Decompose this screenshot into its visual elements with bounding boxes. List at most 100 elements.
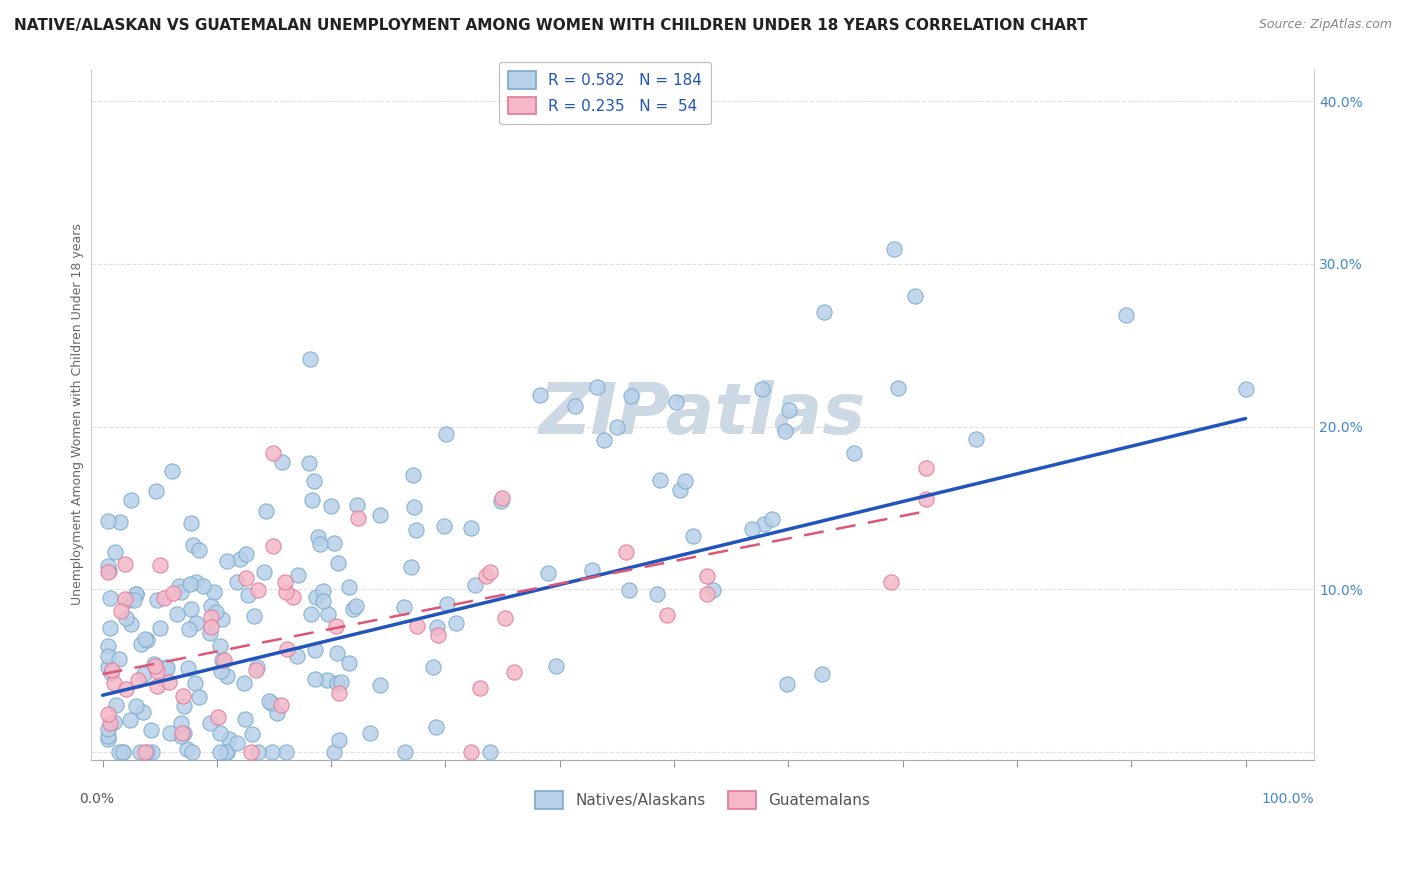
Point: [202, 585, 225, 599]
Point: [330, 675, 353, 690]
Point: [761, 511, 783, 525]
Point: [141, 745, 163, 759]
Point: [162, 464, 184, 478]
Point: [239, 745, 262, 759]
Point: [337, 657, 360, 671]
Point: [283, 591, 305, 605]
Point: [914, 491, 936, 506]
Point: [246, 659, 269, 673]
Legend: Natives/Alaskans, Guatemalans: Natives/Alaskans, Guatemalans: [529, 785, 876, 815]
Point: [276, 642, 298, 657]
Point: [399, 559, 422, 574]
Point: [211, 612, 233, 626]
Point: [287, 568, 309, 582]
Point: [188, 543, 211, 558]
Point: [97, 732, 120, 747]
Point: [778, 403, 800, 417]
Point: [132, 667, 155, 681]
Point: [346, 511, 368, 525]
Point: [170, 725, 193, 739]
Point: [136, 632, 159, 647]
Point: [606, 419, 628, 434]
Point: [619, 582, 641, 597]
Point: [285, 648, 308, 663]
Point: [235, 547, 257, 561]
Point: [494, 611, 516, 625]
Point: [1115, 308, 1137, 322]
Point: [200, 715, 222, 730]
Point: [212, 652, 235, 666]
Point: [326, 676, 349, 690]
Point: [184, 574, 207, 589]
Point: [180, 745, 202, 759]
Point: [323, 745, 346, 759]
Point: [262, 539, 284, 553]
Point: [298, 456, 321, 470]
Point: [752, 517, 775, 532]
Point: [141, 723, 163, 738]
Point: [773, 424, 796, 438]
Point: [100, 666, 122, 681]
Point: [614, 544, 637, 558]
Point: [425, 721, 447, 735]
Point: [97, 565, 120, 579]
Point: [696, 587, 718, 601]
Point: [581, 563, 603, 577]
Point: [110, 604, 132, 618]
Point: [149, 621, 172, 635]
Point: [326, 646, 349, 660]
Point: [246, 745, 269, 759]
Point: [211, 653, 233, 667]
Point: [233, 676, 256, 690]
Point: [298, 352, 321, 367]
Point: [173, 726, 195, 740]
Point: [122, 592, 145, 607]
Point: [114, 591, 136, 606]
Point: [128, 745, 150, 759]
Point: [302, 474, 325, 488]
Point: [307, 530, 329, 544]
Point: [394, 745, 416, 759]
Point: [326, 556, 349, 570]
Point: [276, 745, 298, 759]
Text: NATIVE/ALASKAN VS GUATEMALAN UNEMPLOYMENT AMONG WOMEN WITH CHILDREN UNDER 18 YEA: NATIVE/ALASKAN VS GUATEMALAN UNEMPLOYMEN…: [14, 18, 1088, 33]
Point: [184, 676, 207, 690]
Text: Source: ZipAtlas.com: Source: ZipAtlas.com: [1258, 18, 1392, 31]
Point: [243, 609, 266, 624]
Point: [170, 715, 193, 730]
Point: [100, 622, 122, 636]
Point: [668, 483, 690, 497]
Point: [460, 521, 482, 535]
Point: [491, 491, 513, 505]
Point: [475, 569, 498, 583]
Point: [586, 380, 609, 394]
Point: [312, 594, 335, 608]
Point: [359, 725, 381, 739]
Point: [460, 745, 482, 759]
Point: [883, 242, 905, 256]
Point: [97, 514, 120, 528]
Point: [114, 611, 136, 625]
Point: [108, 515, 131, 529]
Point: [145, 483, 167, 498]
Point: [129, 637, 152, 651]
Point: [101, 663, 124, 677]
Point: [108, 745, 131, 759]
Point: [143, 657, 166, 671]
Point: [405, 619, 427, 633]
Point: [98, 565, 121, 579]
Point: [665, 394, 688, 409]
Point: [270, 698, 292, 713]
Point: [145, 593, 167, 607]
Point: [256, 504, 278, 518]
Point: [207, 709, 229, 723]
Point: [233, 712, 256, 726]
Point: [342, 602, 364, 616]
Point: [177, 661, 200, 675]
Point: [215, 745, 238, 759]
Point: [146, 664, 169, 678]
Point: [536, 566, 558, 581]
Point: [301, 492, 323, 507]
Point: [464, 577, 486, 591]
Point: [226, 574, 249, 589]
